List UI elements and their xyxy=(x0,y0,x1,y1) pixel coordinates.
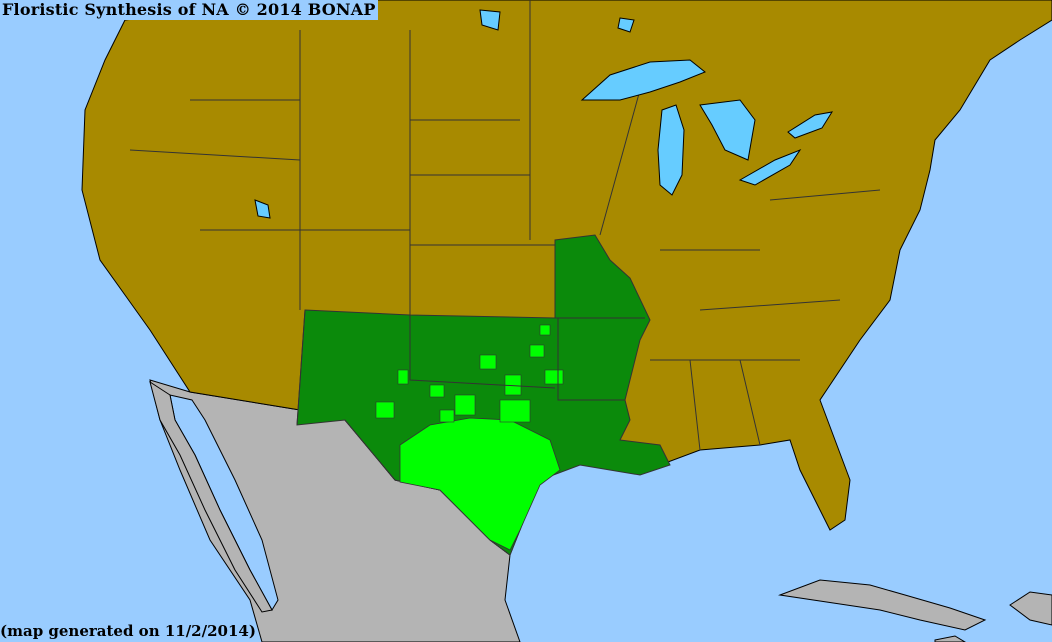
cuba xyxy=(778,579,987,631)
present-counties-region xyxy=(399,417,561,551)
present-county-clusters xyxy=(375,324,564,423)
great-lakes xyxy=(254,9,834,219)
map-title: Floristic Synthesis of NA © 2014 BONAP xyxy=(0,0,378,20)
baja-peninsula xyxy=(149,380,273,613)
map-generated-date: (map generated on 11/2/2014) xyxy=(0,622,256,640)
jamaica xyxy=(934,635,966,642)
state-borders xyxy=(129,0,881,451)
hispaniola xyxy=(1009,591,1052,626)
